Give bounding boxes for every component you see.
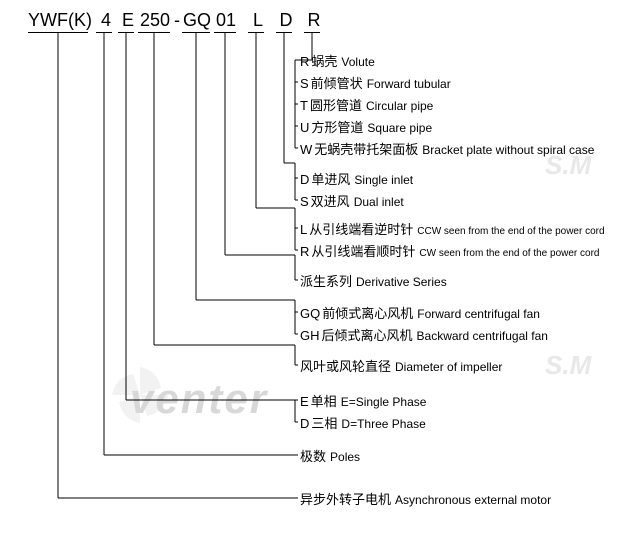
desc-code: S (300, 194, 309, 209)
desc-code: GQ (300, 306, 320, 321)
desc-code: D (300, 172, 309, 187)
code-underline (138, 32, 170, 33)
desc-en: Circular pipe (366, 99, 433, 113)
desc-cn: 无蜗壳带托架面板 (314, 142, 418, 157)
desc-en: Bracket plate without spiral case (422, 143, 594, 157)
description-item: R蜗壳 Volute (300, 51, 375, 70)
code-segment: YWF(K) (28, 10, 92, 31)
desc-cn: 异步外转子电机 (300, 492, 391, 507)
desc-code: GH (300, 328, 320, 343)
description-item: D单进风 Single inlet (300, 169, 413, 188)
desc-code: T (300, 98, 308, 113)
code-segment: 01 (214, 10, 238, 31)
desc-cn: 从引线端看顺时针 (311, 244, 415, 259)
description-item: L从引线端看逆时针 CCW seen from the end of the po… (300, 219, 605, 238)
description-item: U方形管道 Square pipe (300, 117, 432, 136)
desc-cn: 从引线端看逆时针 (309, 222, 413, 237)
description-item: 派生系列 Derivative Series (300, 271, 447, 290)
code-segment: L (250, 10, 266, 31)
description-item: 异步外转子电机 Asynchronous external motor (300, 489, 551, 508)
code-segment: - (172, 10, 182, 31)
desc-en: Derivative Series (356, 275, 447, 289)
description-item: R从引线端看顺时针 CW seen from the end of the pow… (300, 241, 600, 260)
code-segment: 4 (98, 10, 114, 31)
code-segment: R (306, 10, 322, 31)
desc-cn: 单进风 (311, 172, 350, 187)
desc-cn: 圆形管道 (310, 98, 362, 113)
code-segment: D (278, 10, 294, 31)
desc-en: CW seen from the end of the power cord (419, 248, 599, 259)
desc-cn: 三相 (311, 416, 337, 431)
desc-code: S (300, 76, 309, 91)
desc-cn: 风叶或风轮直径 (300, 359, 391, 374)
desc-en: E=Single Phase (341, 395, 427, 409)
description-item: GH后倾式离心风机 Backward centrifugal fan (300, 325, 548, 344)
desc-en: Dual inlet (354, 195, 404, 209)
desc-cn: 后倾式离心风机 (322, 328, 413, 343)
desc-code: W (300, 142, 312, 157)
desc-en: D=Three Phase (341, 417, 425, 431)
code-segment: E (120, 10, 136, 31)
desc-en: Forward centrifugal fan (417, 307, 540, 321)
code-segment: GQ (182, 10, 212, 31)
desc-cn: 前倾式离心风机 (322, 306, 413, 321)
code-underline (276, 32, 292, 33)
description-item: 极数 Poles (300, 446, 360, 465)
desc-en: Poles (330, 450, 360, 464)
description-item: S双进风 Dual inlet (300, 191, 404, 210)
code-segment: 250 (138, 10, 172, 31)
desc-code: R (300, 244, 309, 259)
description-item: T圆形管道 Circular pipe (300, 95, 433, 114)
desc-en: Volute (341, 55, 374, 69)
description-item: GQ前倾式离心风机 Forward centrifugal fan (300, 303, 540, 322)
description-item: E单相 E=Single Phase (300, 391, 426, 410)
desc-cn: 前倾管状 (311, 76, 363, 91)
code-underline (28, 32, 88, 33)
desc-en: Diameter of impeller (395, 360, 502, 374)
description-item: S前倾管状 Forward tubular (300, 73, 451, 92)
desc-en: Backward centrifugal fan (417, 329, 548, 343)
description-item: W无蜗壳带托架面板 Bracket plate without spiral ca… (300, 139, 594, 158)
desc-cn: 极数 (300, 449, 326, 464)
desc-code: L (300, 222, 307, 237)
desc-cn: 派生系列 (300, 274, 352, 289)
desc-cn: 双进风 (311, 194, 350, 209)
desc-cn: 单相 (311, 394, 337, 409)
desc-en: Square pipe (367, 121, 432, 135)
code-underline (182, 32, 210, 33)
code-underline (118, 32, 134, 33)
desc-cn: 方形管道 (311, 120, 363, 135)
desc-cn: 蜗壳 (311, 54, 337, 69)
watermark-sm: S.M (545, 350, 591, 381)
desc-code: E (300, 394, 309, 409)
desc-en: Asynchronous external motor (395, 493, 551, 507)
code-underline (304, 32, 320, 33)
code-underline (214, 32, 236, 33)
code-underline (96, 32, 112, 33)
watermark-text: venter (130, 375, 268, 423)
desc-en: CCW seen from the end of the power cord (417, 226, 604, 237)
desc-code: U (300, 120, 309, 135)
description-item: D三相 D=Three Phase (300, 413, 426, 432)
desc-code: R (300, 54, 309, 69)
desc-en: Forward tubular (367, 77, 451, 91)
desc-en: Single inlet (354, 173, 413, 187)
desc-code: D (300, 416, 309, 431)
code-underline (248, 32, 264, 33)
description-item: 风叶或风轮直径 Diameter of impeller (300, 356, 502, 375)
